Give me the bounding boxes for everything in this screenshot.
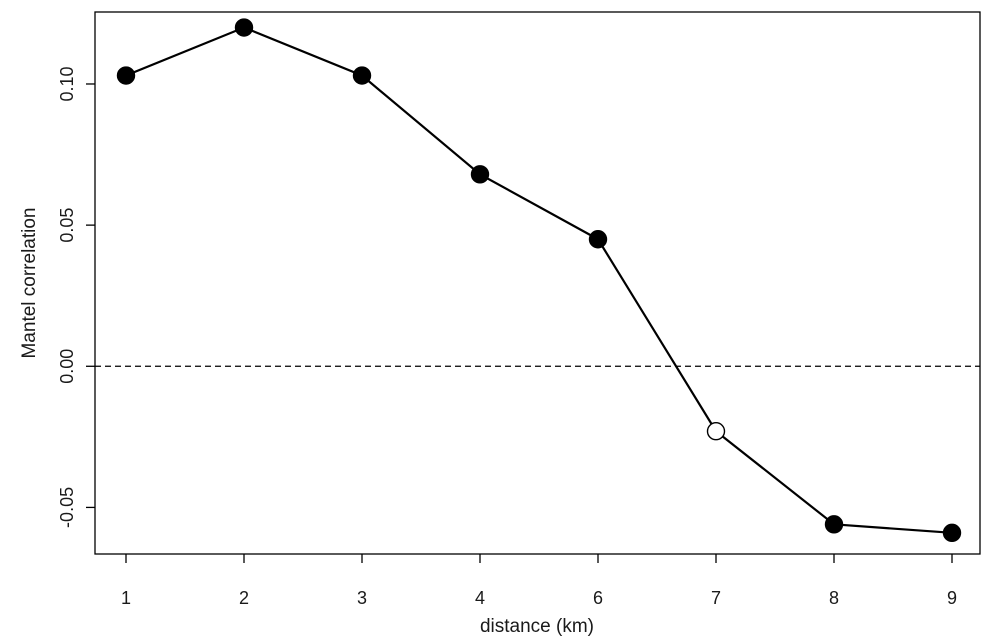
x-tick-label: 9 (947, 588, 957, 608)
data-point-significant (116, 66, 136, 85)
data-point-significant (470, 165, 490, 184)
data-point-significant (234, 18, 254, 37)
y-tick-label: 0.10 (57, 66, 77, 101)
x-tick-label: 7 (711, 588, 721, 608)
y-axis: -0.05 0.00 0.05 0.10 (57, 66, 95, 528)
y-tick-label: 0.00 (57, 349, 77, 384)
x-tick-label: 2 (239, 588, 249, 608)
x-axis-title: distance (km) (480, 616, 594, 637)
y-axis-title: Mantel correlation (19, 207, 40, 358)
x-tick-label: 8 (829, 588, 839, 608)
series-line (125, 26, 953, 534)
data-points (116, 18, 962, 543)
x-axis: 1 2 3 4 6 7 8 9 (121, 554, 957, 608)
y-tick-label: 0.05 (57, 208, 77, 243)
data-point-significant (942, 523, 962, 543)
x-tick-label: 3 (357, 588, 367, 608)
x-tick-label: 4 (475, 588, 485, 608)
data-point-significant (588, 230, 608, 249)
x-tick-label: 1 (121, 588, 131, 608)
x-tick-label: 6 (593, 588, 603, 608)
data-point-significant (352, 66, 372, 85)
data-point-nonsignificant (706, 422, 726, 441)
y-tick-label: -0.05 (57, 487, 77, 528)
data-point-significant (824, 515, 844, 534)
plot-frame (94, 11, 981, 555)
